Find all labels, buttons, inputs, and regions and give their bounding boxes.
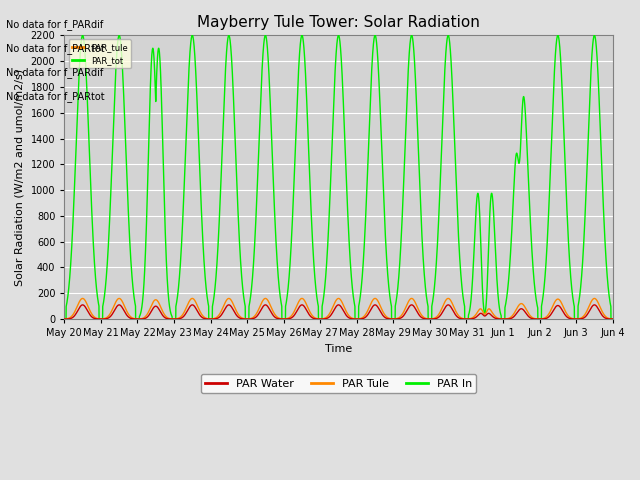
Title: Mayberry Tule Tower: Solar Radiation: Mayberry Tule Tower: Solar Radiation (197, 15, 480, 30)
Legend: PAR Water, PAR Tule, PAR In: PAR Water, PAR Tule, PAR In (201, 374, 476, 393)
Y-axis label: Solar Radiation (W/m2 and umol/m2/s): Solar Radiation (W/m2 and umol/m2/s) (15, 69, 25, 286)
Text: No data for f_PARdif: No data for f_PARdif (6, 19, 104, 30)
Text: No data for f_PARtot: No data for f_PARtot (6, 91, 105, 102)
Text: No data for f_PARtot: No data for f_PARtot (6, 43, 105, 54)
Text: No data for f_PARdif: No data for f_PARdif (6, 67, 104, 78)
X-axis label: Time: Time (325, 344, 352, 354)
